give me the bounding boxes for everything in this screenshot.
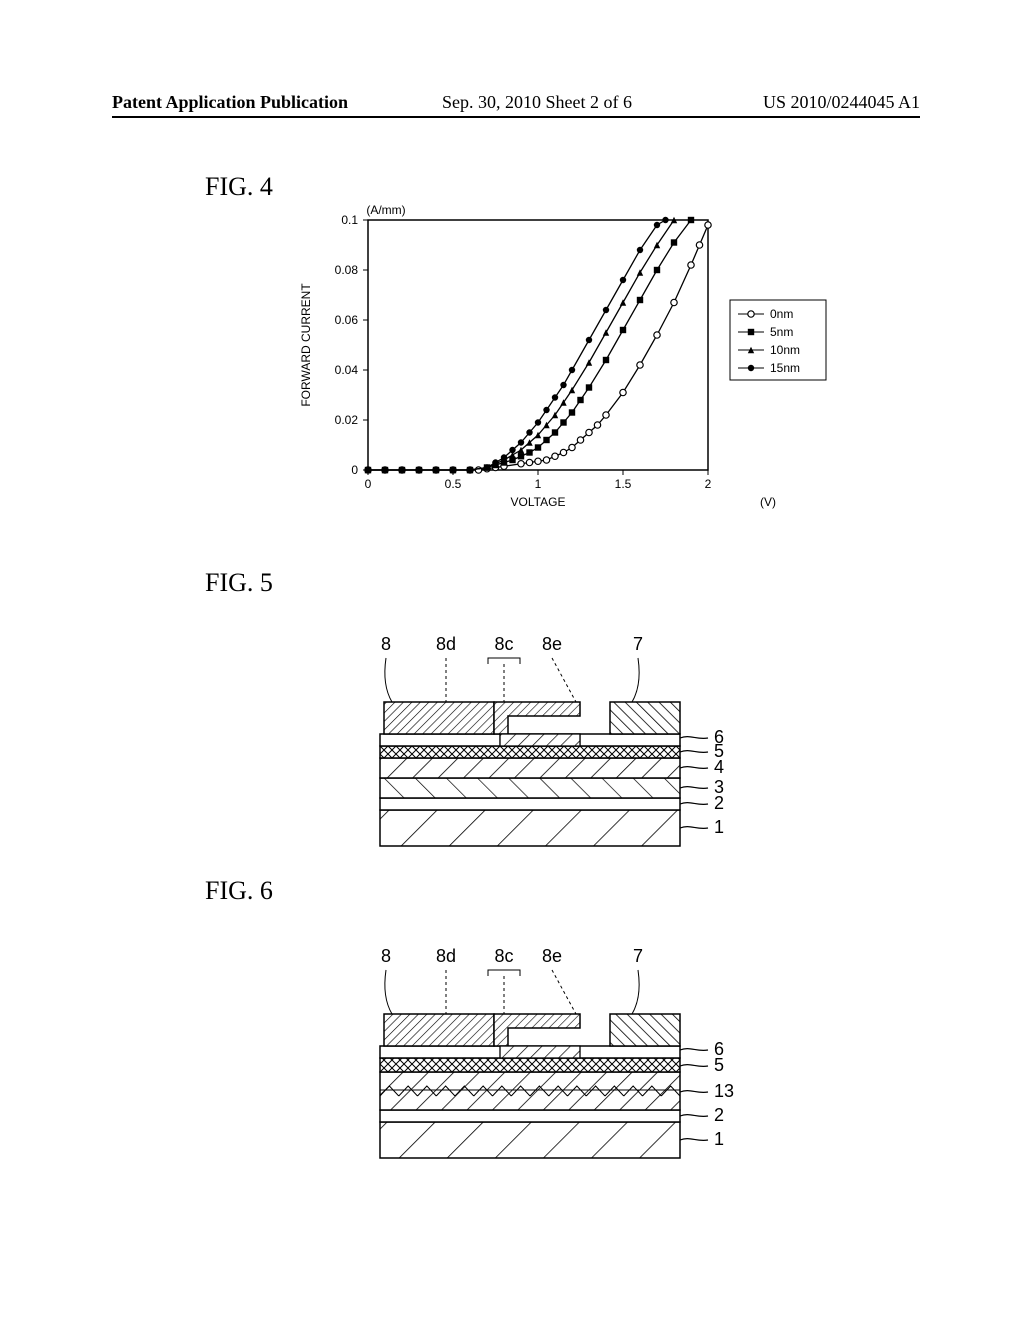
svg-text:8: 8: [381, 946, 391, 966]
svg-text:0: 0: [351, 463, 358, 477]
fig4-chart: 0 0.02 0.04 0.06 0.08 0.1 0 0.5 1 1.5 2 VOLTAGE (V) (…: [288, 200, 848, 520]
header-right: US 2010/0244045 A1: [763, 92, 920, 113]
svg-text:0.04: 0.04: [335, 363, 359, 377]
svg-text:0.06: 0.06: [335, 313, 359, 327]
svg-text:1.5: 1.5: [615, 477, 632, 491]
header-left: Patent Application Publication: [112, 92, 348, 113]
page: Patent Application Publication Sep. 30, …: [0, 0, 1024, 1320]
header-rule: [112, 116, 920, 118]
fig6-label: FIG. 6: [205, 876, 273, 906]
svg-text:13: 13: [714, 1081, 734, 1101]
svg-text:0: 0: [365, 477, 372, 491]
svg-text:1: 1: [714, 817, 724, 837]
svg-text:7: 7: [633, 634, 643, 654]
svg-text:0nm: 0nm: [770, 307, 793, 321]
svg-text:10nm: 10nm: [770, 343, 800, 357]
svg-text:0.02: 0.02: [335, 413, 359, 427]
fig6-diagram: 88d8c8e7651321: [320, 900, 800, 1160]
svg-text:2: 2: [714, 793, 724, 813]
svg-text:8c: 8c: [494, 946, 513, 966]
svg-text:5: 5: [714, 1055, 724, 1075]
svg-text:5nm: 5nm: [770, 325, 793, 339]
svg-text:(A/mm): (A/mm): [366, 203, 405, 217]
svg-text:8e: 8e: [542, 946, 562, 966]
svg-text:8e: 8e: [542, 634, 562, 654]
header-center: Sep. 30, 2010 Sheet 2 of 6: [442, 92, 632, 113]
svg-text:VOLTAGE: VOLTAGE: [511, 495, 566, 509]
svg-text:0.5: 0.5: [445, 477, 462, 491]
fig4-label: FIG. 4: [205, 172, 273, 202]
svg-text:1: 1: [535, 477, 542, 491]
svg-text:2: 2: [714, 1105, 724, 1125]
svg-text:4: 4: [714, 757, 724, 777]
svg-text:8: 8: [381, 634, 391, 654]
svg-text:8c: 8c: [494, 634, 513, 654]
svg-text:(V): (V): [760, 495, 776, 509]
svg-text:2: 2: [705, 477, 712, 491]
svg-text:0.1: 0.1: [341, 213, 358, 227]
svg-text:8d: 8d: [436, 634, 456, 654]
fig5-diagram: 88d8c8e7654321: [320, 590, 800, 850]
svg-text:8d: 8d: [436, 946, 456, 966]
svg-text:FORWARD CURRENT: FORWARD CURRENT: [299, 283, 313, 407]
svg-text:1: 1: [714, 1129, 724, 1149]
svg-text:0.08: 0.08: [335, 263, 359, 277]
fig5-label: FIG. 5: [205, 568, 273, 598]
svg-text:15nm: 15nm: [770, 361, 800, 375]
svg-text:7: 7: [633, 946, 643, 966]
